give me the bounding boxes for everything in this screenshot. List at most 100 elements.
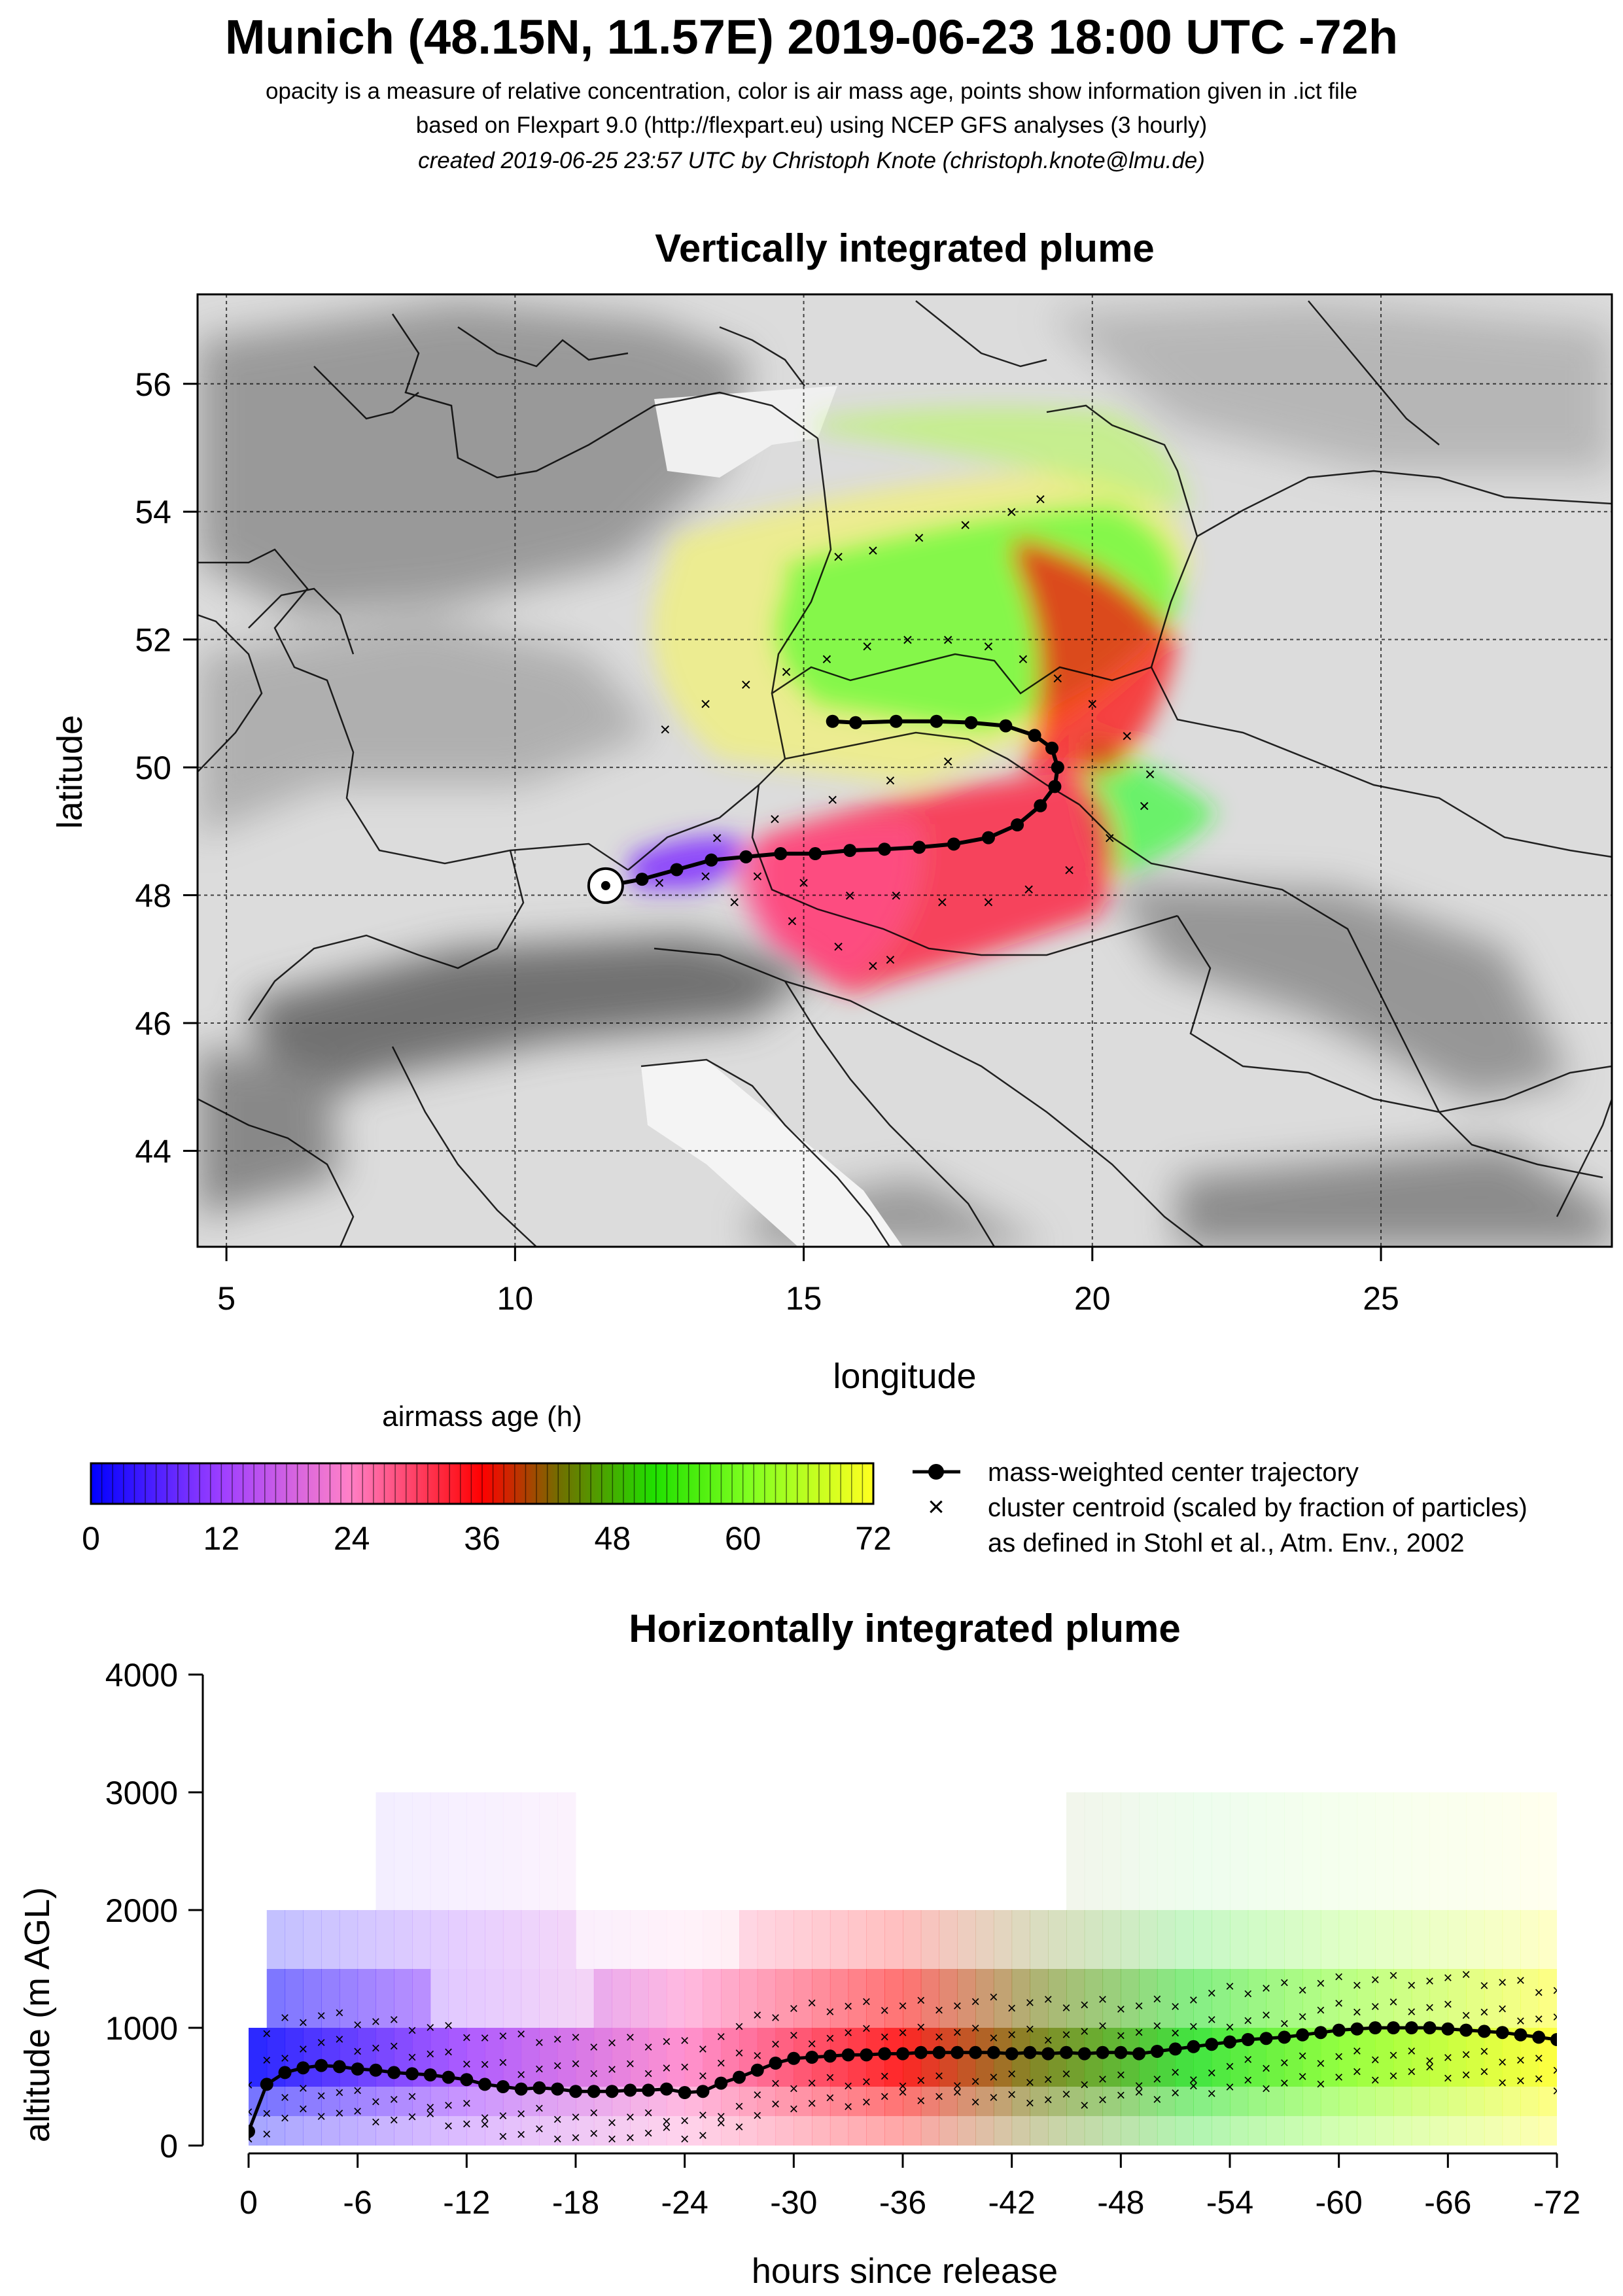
altitude-concentration-cell — [1030, 1969, 1049, 2028]
altitude-cluster-point: × — [1552, 2082, 1562, 2100]
altitude-concentration-cell — [303, 2028, 322, 2087]
map-cluster-point: × — [1053, 668, 1063, 688]
altitude-cluster-point: × — [698, 2041, 707, 2059]
altitude-concentration-cell — [1084, 1969, 1104, 2028]
altitude-cluster-point: × — [989, 2089, 998, 2107]
altitude-trajectory-point — [460, 2073, 474, 2087]
altitude-cluster-point: × — [662, 2113, 671, 2131]
altitude-concentration-cell — [1121, 1969, 1140, 2028]
map-cluster-point: × — [1064, 860, 1074, 880]
altitude-cluster-point: × — [1443, 2049, 1452, 2067]
altitude-concentration-cell — [1411, 2028, 1431, 2087]
altitude-concentration-cell — [1520, 2087, 1539, 2116]
altitude-concentration-cell — [1139, 1792, 1158, 1910]
altitude-cluster-point: × — [1116, 2000, 1125, 2018]
altitude-cluster-point: × — [371, 2113, 380, 2131]
altitude-trajectory-point — [1205, 2038, 1219, 2051]
altitude-cluster-point: × — [1480, 1977, 1489, 1994]
legend-item-reference: as defined in Stohl et al., Atm. Env., 2… — [988, 1529, 1465, 1557]
altitude-concentration-cell — [502, 1792, 522, 1910]
altitude-concentration-cell — [357, 2116, 376, 2146]
altitude-concentration-cell — [684, 1969, 703, 2028]
altitude-cluster-point: × — [862, 2094, 871, 2112]
map-x-tick-label: 20 — [1074, 1280, 1111, 1317]
altitude-concentration-cell — [1357, 2087, 1376, 2116]
altitude-concentration-cell — [1030, 2116, 1049, 2146]
altitude-cluster-point: × — [462, 2095, 471, 2112]
altitude-trajectory-point — [423, 2068, 437, 2081]
altitude-cluster-point: × — [1080, 2023, 1089, 2041]
altitude-concentration-cell — [321, 2087, 340, 2116]
altitude-concentration-cell — [1502, 1910, 1521, 1969]
map-x-tick-label: 5 — [217, 1280, 236, 1317]
altitude-trajectory-point — [750, 2063, 764, 2077]
altitude-trajectory-point — [823, 2049, 837, 2063]
altitude-cluster-point: × — [1025, 2074, 1034, 2092]
baltic-sea — [654, 386, 837, 478]
altitude-concentration-cell — [812, 2087, 831, 2116]
altitude-concentration-cell — [866, 1969, 885, 2028]
altitude-concentration-cell — [975, 1910, 994, 1969]
country-borders — [198, 300, 1612, 1247]
altitude-concentration-cell — [1066, 1792, 1085, 1910]
map-cluster-point: × — [828, 790, 838, 810]
altitude-concentration-cell — [412, 2087, 431, 2116]
altitude-trajectory-point — [841, 2048, 855, 2062]
altitude-cluster-point: × — [1335, 2048, 1344, 2066]
map-x-axis: 5 10 15 20 25 — [217, 1247, 1399, 1317]
altitude-cluster-point: × — [807, 2074, 816, 2092]
altitude-cluster-point: × — [1116, 2066, 1125, 2084]
altitude-cluster-point: × — [1171, 2025, 1180, 2042]
altitude-concentration-cell — [721, 1969, 740, 2028]
altitude-cluster-point: × — [317, 2087, 326, 2105]
altitude-concentration-cell — [1121, 1792, 1140, 1910]
altitude-trajectory-point — [860, 2048, 873, 2062]
altitude-cluster-point: × — [1043, 1991, 1053, 2009]
colorbar-tick-label: 0 — [82, 1520, 100, 1557]
altitude-concentration-cell — [1248, 1969, 1267, 2028]
altitude-trajectory-point — [1023, 2045, 1037, 2059]
altitude-concentration-cell — [1066, 2087, 1085, 2116]
altitude-concentration-cell — [1411, 1910, 1431, 1969]
altitude-cluster-point: × — [898, 2024, 907, 2042]
altitude-cluster-point: × — [1080, 2096, 1089, 2114]
altitude-cluster-point: × — [625, 2109, 635, 2127]
altitude-concentration-cell — [1320, 1910, 1340, 1969]
altitude-concentration-cell — [721, 1910, 740, 1969]
altitude-concentration-cell — [703, 1910, 722, 1969]
altitude-concentration-cell — [612, 2116, 631, 2146]
altitude-cluster-point: × — [1134, 2083, 1143, 2101]
altitude-cluster-point: × — [1153, 2091, 1162, 2109]
map-y-tick-label: 52 — [135, 622, 171, 659]
altitude-cluster-point: × — [698, 2127, 707, 2145]
altitude-cluster-point: × — [1298, 2047, 1307, 2065]
altitude-concentration-cell — [1484, 1910, 1503, 1969]
altitude-cluster-point: × — [1370, 2072, 1380, 2089]
altitude-concentration-cell — [1302, 1969, 1321, 2028]
map-cluster-point: × — [1018, 649, 1028, 669]
altitude-cluster-point: × — [771, 2095, 780, 2113]
altitude-concentration-cell — [1212, 1792, 1230, 1910]
map-trajectory-point — [913, 841, 926, 854]
altitude-cluster-point: × — [880, 2028, 889, 2046]
altitude-cluster-point: × — [462, 2115, 471, 2133]
altitude-concentration-cell — [1284, 1792, 1303, 1910]
altitude-concentration-cell — [1193, 1792, 1212, 1910]
altitude-concentration-cell — [1011, 2087, 1030, 2116]
airmass-age-colorbar: airmass age (h) 0 12 24 36 48 60 72 mass-weigh… — [82, 1400, 1527, 1557]
map-cluster-point: × — [654, 873, 665, 893]
altitude-chart-title: Horizontally integrated plume — [629, 1607, 1180, 1650]
altitude-trajectory-point — [1423, 2021, 1437, 2034]
map-cluster-point: × — [1145, 764, 1155, 784]
map-cluster-point: × — [741, 674, 751, 695]
altitude-cluster-point: × — [1298, 2068, 1307, 2085]
altitude-concentration-cell — [866, 1910, 885, 1969]
altitude-cluster-point: × — [971, 1993, 980, 2011]
altitude-concentration-cell — [1011, 2116, 1030, 2146]
altitude-cluster-point: × — [880, 2068, 889, 2085]
altitude-cluster-point: × — [371, 2040, 380, 2057]
altitude-cluster-point: × — [1498, 2000, 1507, 2018]
altitude-cluster-point: × — [1407, 2043, 1416, 2061]
altitude-concentration-cell — [303, 2116, 322, 2146]
altitude-cluster-point: × — [662, 2059, 671, 2077]
